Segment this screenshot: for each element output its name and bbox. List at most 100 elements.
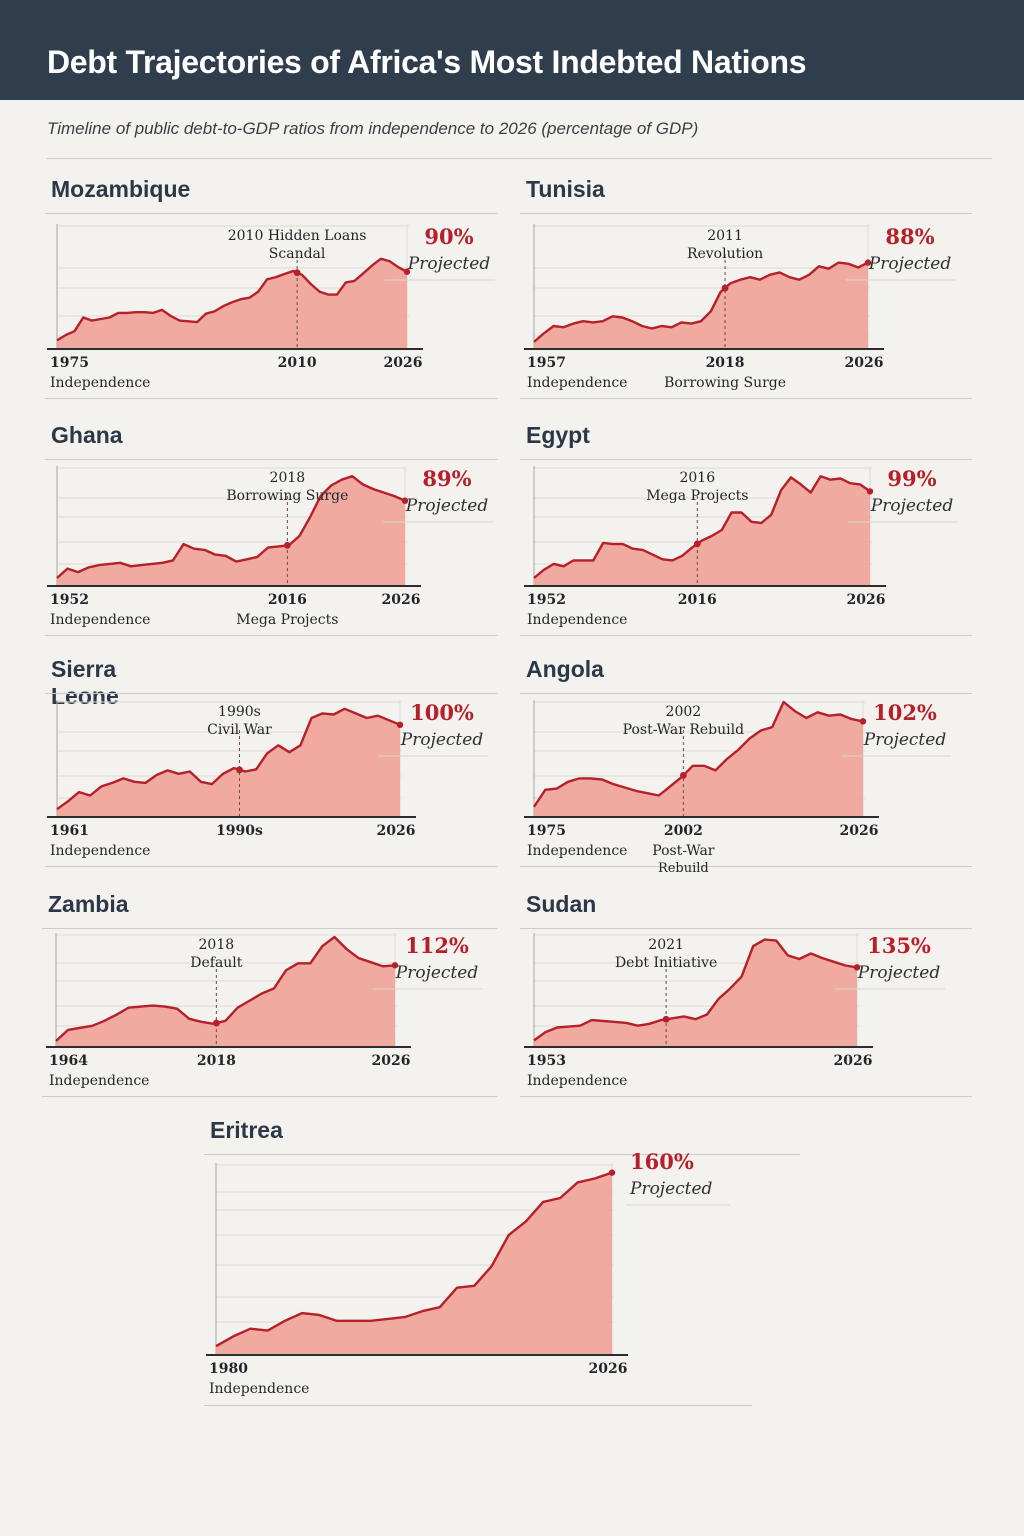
- title-divider: [204, 1154, 800, 1155]
- event-annotation-title: 2011: [707, 228, 743, 244]
- page-title: Debt Trajectories of Africa's Most Indeb…: [47, 44, 807, 80]
- title-divider: [520, 928, 972, 929]
- projected-label: Projected: [868, 254, 952, 274]
- title-divider: [45, 693, 498, 694]
- bottom-divider: [520, 398, 972, 399]
- projected-point-marker: [608, 1169, 616, 1176]
- projected-value: 90%: [424, 224, 473, 249]
- projected-point-marker: [866, 488, 874, 495]
- projected-point-marker: [403, 268, 411, 275]
- projected-value: 102%: [873, 700, 937, 725]
- start-year-label: 1975: [527, 823, 566, 839]
- bottom-divider: [45, 398, 498, 399]
- debt-area-chart: 2018 Borrowing Surge 89% Projected 1952 Indep…: [47, 466, 493, 628]
- start-event-label: Independence: [50, 375, 150, 391]
- bottom-divider: [520, 866, 972, 867]
- start-year-label: 1961: [50, 823, 89, 839]
- event-year-axis-label: 2016: [268, 592, 307, 608]
- debt-line: [532, 700, 864, 808]
- debt-area-chart: 2002 Post-War Rebuild 102% Projected 1975 Ind…: [524, 700, 951, 876]
- event-year-axis-label: 1990s: [216, 823, 263, 839]
- debt-area-fill: [534, 702, 863, 816]
- event-annotation-title: 2018: [270, 470, 306, 486]
- debt-area-chart: 2011 Revolution 88% Projected 1957 Independen…: [524, 224, 956, 391]
- country-title: Egypt: [526, 422, 590, 448]
- event-annotation-label: Civil War: [207, 722, 272, 738]
- event-point-marker: [721, 284, 729, 292]
- country-title: Angola: [526, 656, 604, 682]
- event-point-marker: [236, 766, 243, 774]
- bottom-divider: [42, 1096, 497, 1097]
- country-title: Sudan: [526, 891, 597, 917]
- end-year-label: 2026: [384, 355, 423, 371]
- event-point-marker: [283, 542, 291, 549]
- event-year-axis-label: 2010: [278, 355, 317, 371]
- debt-area-chart: 2018 Default 112% Projected 1964 Independence…: [46, 933, 483, 1089]
- page-subtitle: Timeline of public debt-to-GDP ratios fr…: [47, 119, 699, 138]
- title-divider: [45, 459, 498, 460]
- event-point-marker: [293, 269, 301, 277]
- end-year-label: 2026: [377, 823, 416, 839]
- projected-label: Projected: [857, 963, 941, 983]
- end-year-label: 2026: [840, 823, 879, 839]
- projected-value: 135%: [867, 933, 931, 958]
- bottom-divider: [45, 866, 498, 867]
- debt-line: [215, 1171, 613, 1348]
- projected-label: Projected: [863, 730, 947, 750]
- title-divider: [45, 213, 498, 214]
- event-axis-sublabel: Rebuild: [658, 861, 709, 876]
- projected-point-marker: [853, 964, 861, 971]
- end-year-label: 2026: [382, 592, 421, 608]
- projected-value: 89%: [422, 466, 471, 491]
- end-year-label: 2026: [847, 592, 886, 608]
- event-annotation-label: Post-War Rebuild: [623, 722, 744, 738]
- event-point-marker: [662, 1015, 670, 1023]
- projected-point-marker: [864, 259, 872, 266]
- end-year-label: 2026: [372, 1053, 411, 1069]
- projected-value: 99%: [887, 466, 936, 491]
- event-annotation-label: Default: [190, 955, 243, 971]
- end-year-label: 2026: [845, 355, 884, 371]
- event-year-axis-label: 2002: [664, 823, 703, 839]
- debt-area-chart: 2021 Debt Initiative 135% Projected 1953 Inde…: [524, 933, 945, 1089]
- debt-line: [56, 707, 401, 811]
- debt-area-fill: [57, 708, 400, 816]
- start-year-label: 1980: [209, 1361, 248, 1377]
- event-point-marker: [679, 771, 687, 779]
- debt-line: [533, 475, 871, 579]
- projected-label: Projected: [405, 496, 489, 516]
- country-title: Zambia: [48, 891, 129, 917]
- debt-line: [55, 935, 396, 1042]
- projected-value: 88%: [885, 224, 934, 249]
- end-year-label: 2026: [834, 1053, 873, 1069]
- title-divider: [42, 928, 497, 929]
- event-annotation-label: Revolution: [687, 246, 763, 262]
- start-event-label: Independence: [527, 843, 627, 859]
- country-title: Ghana: [51, 422, 123, 448]
- country-title: Tunisia: [526, 176, 605, 202]
- event-year-axis-label: 2018: [706, 355, 745, 371]
- debt-line: [533, 938, 858, 1042]
- bottom-divider: [520, 1096, 972, 1097]
- start-event-label: Independence: [50, 843, 150, 859]
- title-divider: [520, 459, 972, 460]
- country-title: Mozambique: [51, 176, 191, 202]
- debt-area-chart: 1990s Civil War 100% Projected 1961 Independe…: [47, 700, 488, 859]
- event-year-axis-label: 2018: [197, 1053, 236, 1069]
- event-annotation-title: 1990s: [218, 704, 261, 720]
- event-annotation-label: Scandal: [269, 246, 326, 262]
- event-axis-sublabel: Borrowing Surge: [664, 375, 786, 391]
- event-annotation-label: Borrowing Surge: [226, 488, 348, 504]
- title-divider: [520, 693, 972, 694]
- event-year-axis-label: 2016: [678, 592, 717, 608]
- projected-label: Projected: [395, 963, 479, 983]
- debt-area-chart: 2010 Hidden Loans Scandal 90% Projected 1975…: [47, 224, 495, 391]
- title-divider: [520, 213, 972, 214]
- projected-label: Projected: [629, 1179, 713, 1199]
- start-event-label: Independence: [49, 1073, 149, 1089]
- start-event-label: Independence: [50, 612, 150, 628]
- projected-point-marker: [401, 497, 409, 504]
- debt-area-fill: [56, 937, 395, 1046]
- start-event-label: Independence: [527, 1073, 627, 1089]
- country-title: Sierra Leone: [51, 656, 119, 709]
